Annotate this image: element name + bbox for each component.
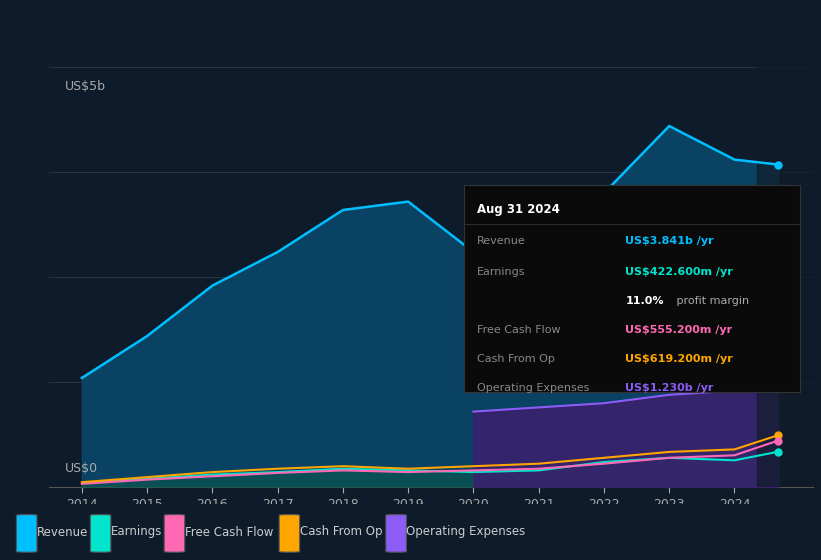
Text: Operating Expenses: Operating Expenses	[477, 383, 589, 393]
Text: US$5b: US$5b	[65, 80, 106, 93]
FancyBboxPatch shape	[386, 515, 406, 552]
Text: US$1.230b /yr: US$1.230b /yr	[626, 383, 713, 393]
Text: Operating Expenses: Operating Expenses	[406, 525, 525, 539]
Text: profit margin: profit margin	[672, 296, 749, 306]
Text: US$555.200m /yr: US$555.200m /yr	[626, 325, 732, 335]
Text: Cash From Op: Cash From Op	[477, 354, 555, 364]
Text: US$619.200m /yr: US$619.200m /yr	[626, 354, 733, 364]
Text: Revenue: Revenue	[37, 525, 89, 539]
Text: Earnings: Earnings	[111, 525, 163, 539]
Bar	[757, 67, 813, 487]
FancyBboxPatch shape	[279, 515, 300, 552]
Text: Revenue: Revenue	[477, 236, 526, 246]
FancyBboxPatch shape	[16, 515, 37, 552]
Text: Free Cash Flow: Free Cash Flow	[185, 525, 273, 539]
Text: Cash From Op: Cash From Op	[300, 525, 382, 539]
Text: US$422.600m /yr: US$422.600m /yr	[626, 267, 733, 277]
FancyBboxPatch shape	[164, 515, 185, 552]
FancyBboxPatch shape	[90, 515, 111, 552]
Text: US$0: US$0	[65, 461, 98, 475]
Text: Free Cash Flow: Free Cash Flow	[477, 325, 561, 335]
Text: US$3.841b /yr: US$3.841b /yr	[626, 236, 714, 246]
Text: 11.0%: 11.0%	[626, 296, 664, 306]
Text: Aug 31 2024: Aug 31 2024	[477, 203, 560, 216]
Text: Earnings: Earnings	[477, 267, 525, 277]
